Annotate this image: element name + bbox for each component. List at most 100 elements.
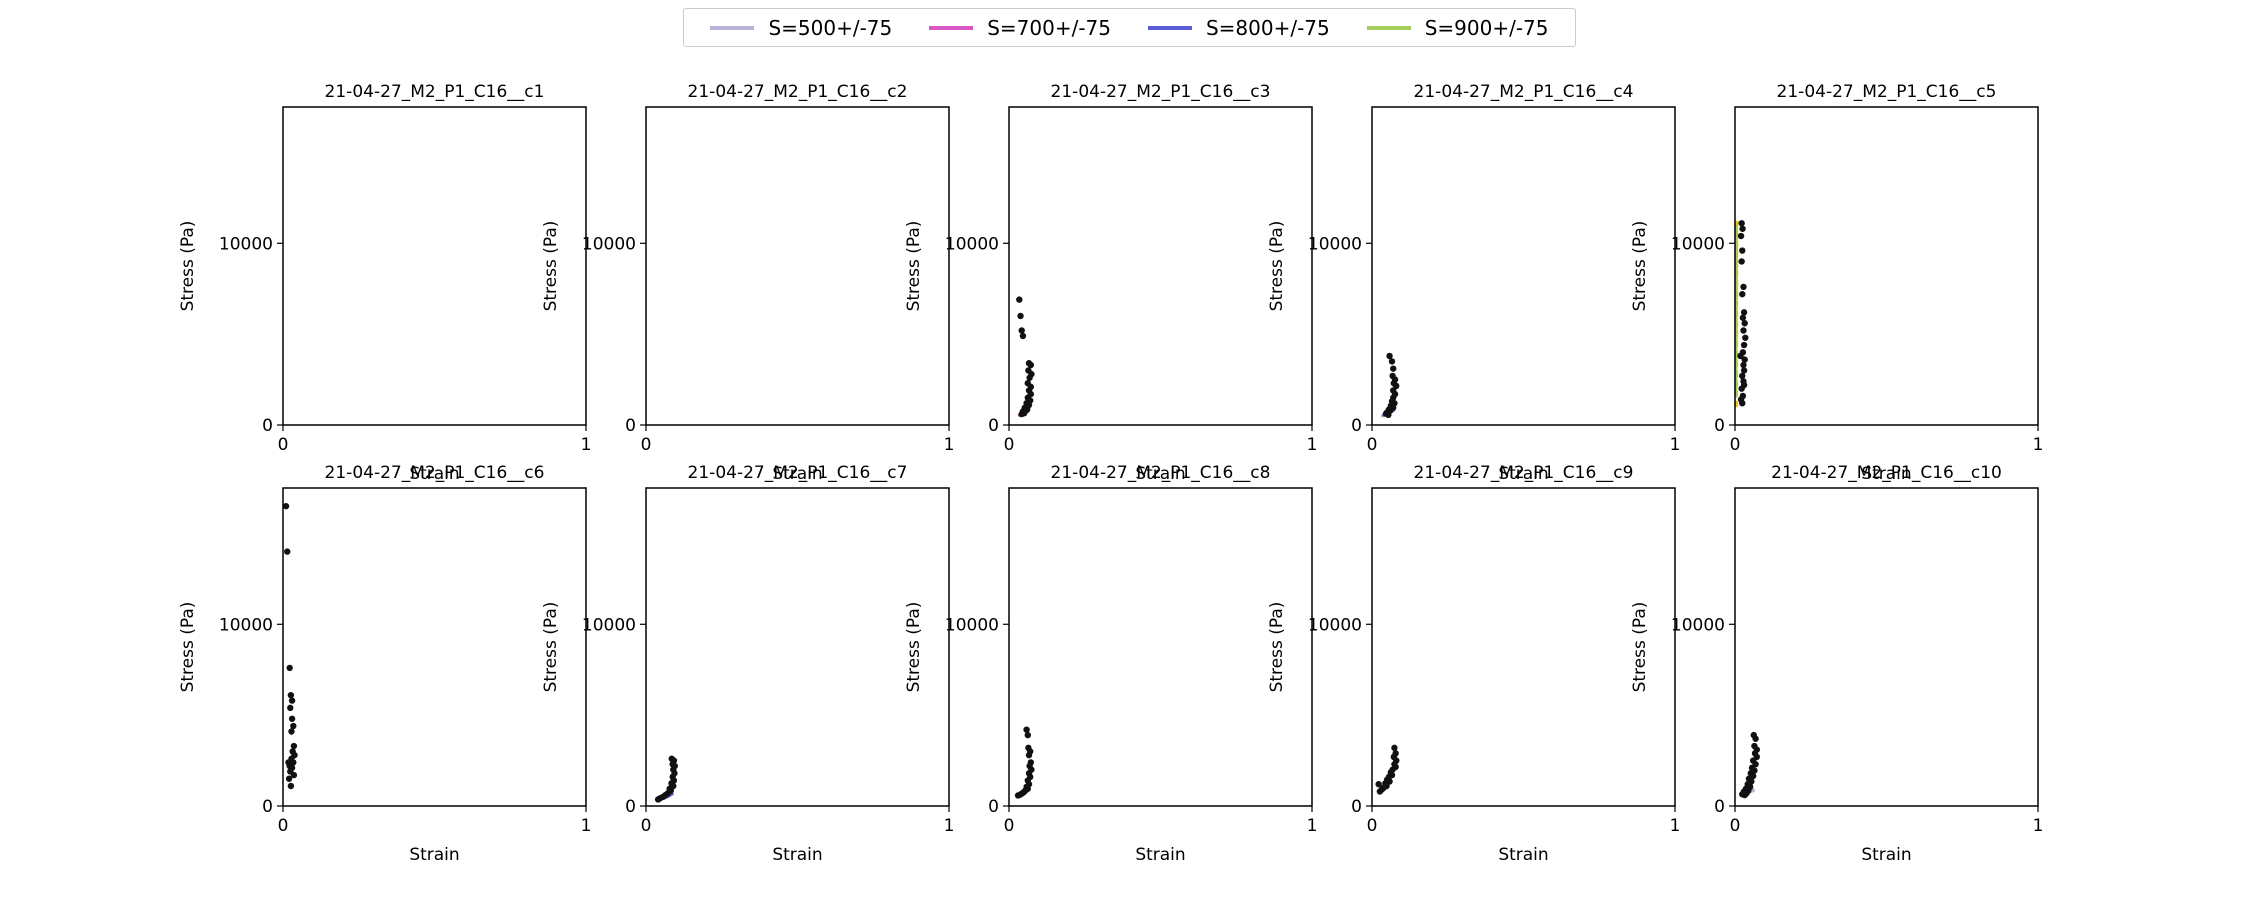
plot-area — [1736, 220, 1749, 407]
data-point — [1739, 373, 1745, 379]
panel-8: 21-04-27_M2_P1_C16__c8Stress (Pa)Strain0… — [904, 463, 1317, 865]
data-point — [1738, 258, 1744, 264]
y-tick-label: 10000 — [1671, 615, 1725, 635]
data-point — [290, 723, 296, 729]
x-axis-label: Strain — [1498, 845, 1548, 865]
data-point — [284, 548, 290, 554]
legend-item-s900: S=900+/-75 — [1367, 16, 1549, 40]
data-point — [1023, 407, 1029, 413]
data-point — [1739, 247, 1745, 253]
y-tick-label: 10000 — [945, 234, 999, 254]
data-point — [1741, 382, 1747, 388]
data-point — [1390, 365, 1396, 371]
data-point — [1391, 745, 1397, 751]
data-point — [1025, 732, 1031, 738]
axes-frame — [1735, 488, 2038, 806]
plot-area — [283, 503, 298, 789]
legend-item-s800: S=800+/-75 — [1148, 16, 1330, 40]
legend-item-s700: S=700+/-75 — [929, 16, 1111, 40]
data-point — [1385, 412, 1391, 418]
x-tick-label: 1 — [1670, 816, 1681, 836]
panel-title: 21-04-27_M2_P1_C16__c2 — [688, 82, 908, 102]
x-tick-label: 1 — [944, 816, 955, 836]
data-point — [1020, 333, 1026, 339]
legend-label-s500: S=500+/-75 — [768, 16, 892, 40]
x-tick-label: 1 — [2033, 435, 2044, 455]
x-tick-label: 1 — [1307, 435, 1318, 455]
panel-6: 21-04-27_M2_P1_C16__c6Stress (Pa)Strain0… — [178, 463, 591, 865]
legend-label-s700: S=700+/-75 — [987, 16, 1111, 40]
plot-area — [1381, 353, 1399, 418]
y-tick-label: 0 — [625, 797, 636, 817]
data-point — [1386, 353, 1392, 359]
panel-4: 21-04-27_M2_P1_C16__c4 Stress (Pa) Strain 0… — [1267, 82, 1680, 484]
data-point — [288, 728, 294, 734]
x-tick-label: 0 — [278, 816, 289, 836]
y-tick-label: 0 — [262, 416, 273, 436]
plot-area — [655, 756, 678, 803]
data-point — [286, 776, 292, 782]
x-tick-label: 0 — [641, 816, 652, 836]
y-tick-label: 0 — [1351, 416, 1362, 436]
legend-swatch-s500 — [710, 26, 754, 30]
data-point — [1737, 353, 1743, 359]
data-point — [283, 503, 289, 509]
x-tick-label: 0 — [1367, 816, 1378, 836]
data-point — [1015, 792, 1021, 798]
y-tick-label: 10000 — [1308, 615, 1362, 635]
legend-label-s800: S=800+/-75 — [1206, 16, 1330, 40]
data-point — [1739, 400, 1745, 406]
y-tick-label: 0 — [988, 416, 999, 436]
data-point — [288, 783, 294, 789]
panel-title: 21-04-27_M2_P1_C16__c5 — [1777, 82, 1997, 102]
panel-1: 21-04-27_M2_P1_C16__c1 Stress (Pa) Strain 0… — [178, 82, 591, 484]
legend-label-s900: S=900+/-75 — [1425, 16, 1549, 40]
data-point — [1028, 362, 1034, 368]
legend-item-s500: S=500+/-75 — [710, 16, 892, 40]
data-point — [1019, 327, 1025, 333]
data-point — [1016, 296, 1022, 302]
data-point — [1739, 291, 1745, 297]
x-tick-label: 0 — [1004, 816, 1015, 836]
y-tick-label: 10000 — [219, 615, 273, 635]
y-axis-label: Stress (Pa) — [541, 221, 561, 312]
y-axis-label: Stress (Pa) — [1267, 602, 1287, 693]
legend-swatch-s700 — [929, 26, 973, 30]
x-tick-label: 0 — [1367, 435, 1378, 455]
data-point — [1739, 226, 1745, 232]
data-point — [1377, 788, 1383, 794]
panel-title: 21-04-27_M2_P1_C16__c9 — [1414, 463, 1634, 483]
y-axis-label: Stress (Pa) — [1630, 602, 1650, 693]
x-tick-label: 0 — [641, 435, 652, 455]
panel-title: 21-04-27_M2_P1_C16__c3 — [1051, 82, 1271, 102]
panel-9: 21-04-27_M2_P1_C16__c9 Stress (Pa) Strain 0… — [1267, 463, 1680, 865]
y-tick-label: 10000 — [945, 615, 999, 635]
data-point — [1017, 313, 1023, 319]
x-axis-label: Strain — [1861, 845, 1911, 865]
data-point — [1389, 358, 1395, 364]
legend-swatch-s900 — [1367, 26, 1411, 30]
data-point — [1375, 781, 1381, 787]
y-tick-label: 10000 — [582, 615, 636, 635]
axes-frame — [1735, 107, 2038, 425]
panel-10: 21-04-27_M2_P1_C16__c10 Stress (Pa) Strain… — [1630, 463, 2043, 865]
data-point — [1741, 342, 1747, 348]
data-point — [1026, 375, 1032, 381]
x-tick-label: 0 — [278, 435, 289, 455]
plot-area — [1739, 732, 1760, 798]
data-point — [1741, 792, 1747, 798]
panel-title: 21-04-27_M2_P1_C16__c7 — [688, 463, 908, 483]
data-point — [289, 697, 295, 703]
data-point — [1752, 736, 1758, 742]
data-point — [1023, 726, 1029, 732]
data-point — [1740, 284, 1746, 290]
legend: S=500+/-75 S=700+/-75 S=800+/-75 S=900+/… — [683, 8, 1576, 47]
data-point — [1741, 320, 1747, 326]
x-axis-label: Strain — [409, 845, 459, 865]
plot-area — [1016, 296, 1035, 417]
panel-title: 21-04-27_M2_P1_C16__c8 — [1051, 463, 1271, 483]
panel-title: 21-04-27_M2_P1_C16__c10 — [1771, 463, 2002, 483]
series-curve — [1736, 225, 1737, 398]
y-tick-label: 0 — [625, 416, 636, 436]
